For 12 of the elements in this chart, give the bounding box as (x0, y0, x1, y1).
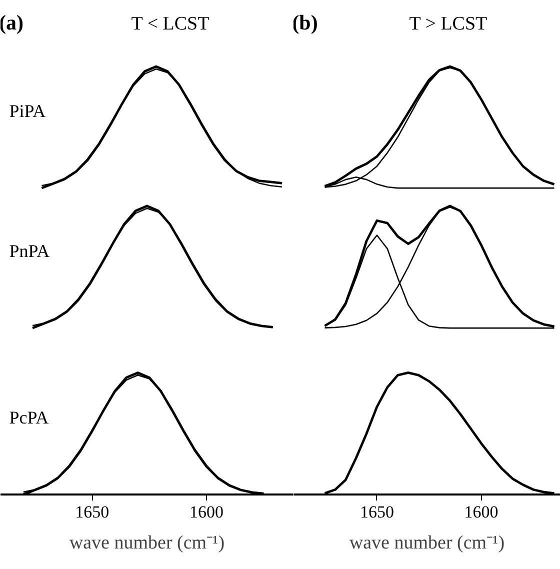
y-axis-title: PnPA (9, 240, 50, 261)
x-axis-title: wave number (cm⁻¹) (69, 532, 225, 554)
x-axis-title: wave number (cm⁻¹) (349, 532, 505, 554)
chart-title: (b) (292, 10, 318, 35)
x-tick-label: 1600 (190, 502, 224, 522)
y-axis-title: PiPA (9, 101, 46, 122)
x-tick-label: 1650 (75, 502, 110, 522)
chart-subtitle: T > LCST (409, 14, 488, 35)
y-axis-title: PcPA (9, 408, 49, 428)
chart-subtitle: T < LCST (131, 14, 210, 35)
x-tick-label: 1650 (360, 502, 394, 522)
x-tick-label: 1600 (464, 502, 498, 522)
